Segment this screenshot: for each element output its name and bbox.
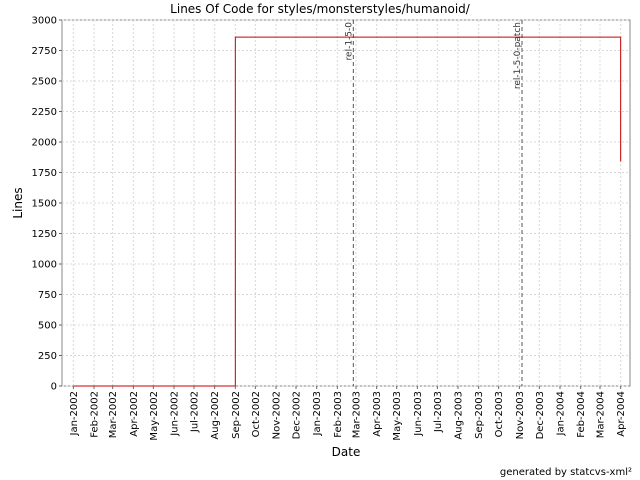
x-tick-label: Feb-2004 [576,391,587,438]
y-tick-label: 750 [38,290,57,301]
credit-text: generated by statcvs-xml² [500,467,632,478]
x-tick-label: Apr-2004 [616,391,627,437]
x-tick-label: Jan-2004 [556,391,567,436]
x-tick-label: Dec-2002 [292,391,303,439]
x-tick-label: Sep-2002 [231,391,242,439]
x-tick-label: Aug-2003 [454,391,465,440]
series-layer [73,36,622,387]
x-tick-label: Nov-2003 [515,391,526,439]
x-tick-label: Mar-2004 [596,391,607,438]
chart-title: Lines Of Code for styles/monsterstyles/h… [170,2,471,16]
y-tick-label: 0 [51,382,57,393]
y-tick-label: 2500 [32,77,57,88]
x-tick-label: May-2003 [392,391,403,441]
x-axis: Jan-2002 Feb-2002 Mar-2002 Apr-2002 May-2002… [69,386,627,441]
y-axis: 0 250 500 750 1000 1250 1500 1750 2000 2250 2500 27… [32,16,62,393]
x-tick-label: Apr-2003 [372,391,383,437]
x-tick-label: Oct-2003 [494,391,505,437]
x-tick-label: Jun-2002 [170,391,181,437]
x-tick-label: Jul-2002 [190,391,201,433]
release-markers: rel-1-5-0 rel-1-5-0-patch [344,20,523,386]
y-tick-label: 1250 [32,229,57,240]
x-tick-label: Jun-2003 [413,391,424,437]
x-axis-label: Date [332,445,361,459]
y-tick-label: 2250 [32,107,57,118]
y-tick-label: 2000 [32,138,57,149]
x-tick-label: Mar-2002 [108,391,119,438]
y-tick-label: 1000 [32,260,57,271]
y-tick-label: 3000 [32,16,57,27]
y-tick-label: 1750 [32,168,57,179]
x-tick-label: Jan-2003 [312,391,323,436]
x-tick-label: Mar-2003 [352,391,363,438]
y-tick-label: 250 [38,351,57,362]
release-marker-label: rel-1-5-0-patch [513,22,523,89]
x-tick-label: Aug-2002 [210,391,221,440]
x-tick-label: Oct-2002 [251,391,262,437]
y-tick-label: 1500 [32,199,57,210]
x-tick-label: Feb-2003 [333,391,344,438]
x-tick-label: Jul-2003 [433,391,444,433]
y-axis-label: Lines [11,187,25,218]
release-marker-label: rel-1-5-0 [344,22,354,61]
x-tick-label: Feb-2002 [90,391,101,438]
series-line [73,36,622,387]
x-tick-label: Jan-2002 [69,391,80,436]
x-tick-label: Dec-2003 [535,391,546,439]
x-tick-label: Apr-2002 [129,391,140,437]
gridlines [62,19,630,387]
x-tick-label: Sep-2003 [474,391,485,439]
y-tick-label: 2750 [32,46,57,57]
y-tick-label: 500 [38,321,57,332]
x-tick-label: May-2002 [149,391,160,441]
x-tick-label: Nov-2002 [272,391,283,439]
